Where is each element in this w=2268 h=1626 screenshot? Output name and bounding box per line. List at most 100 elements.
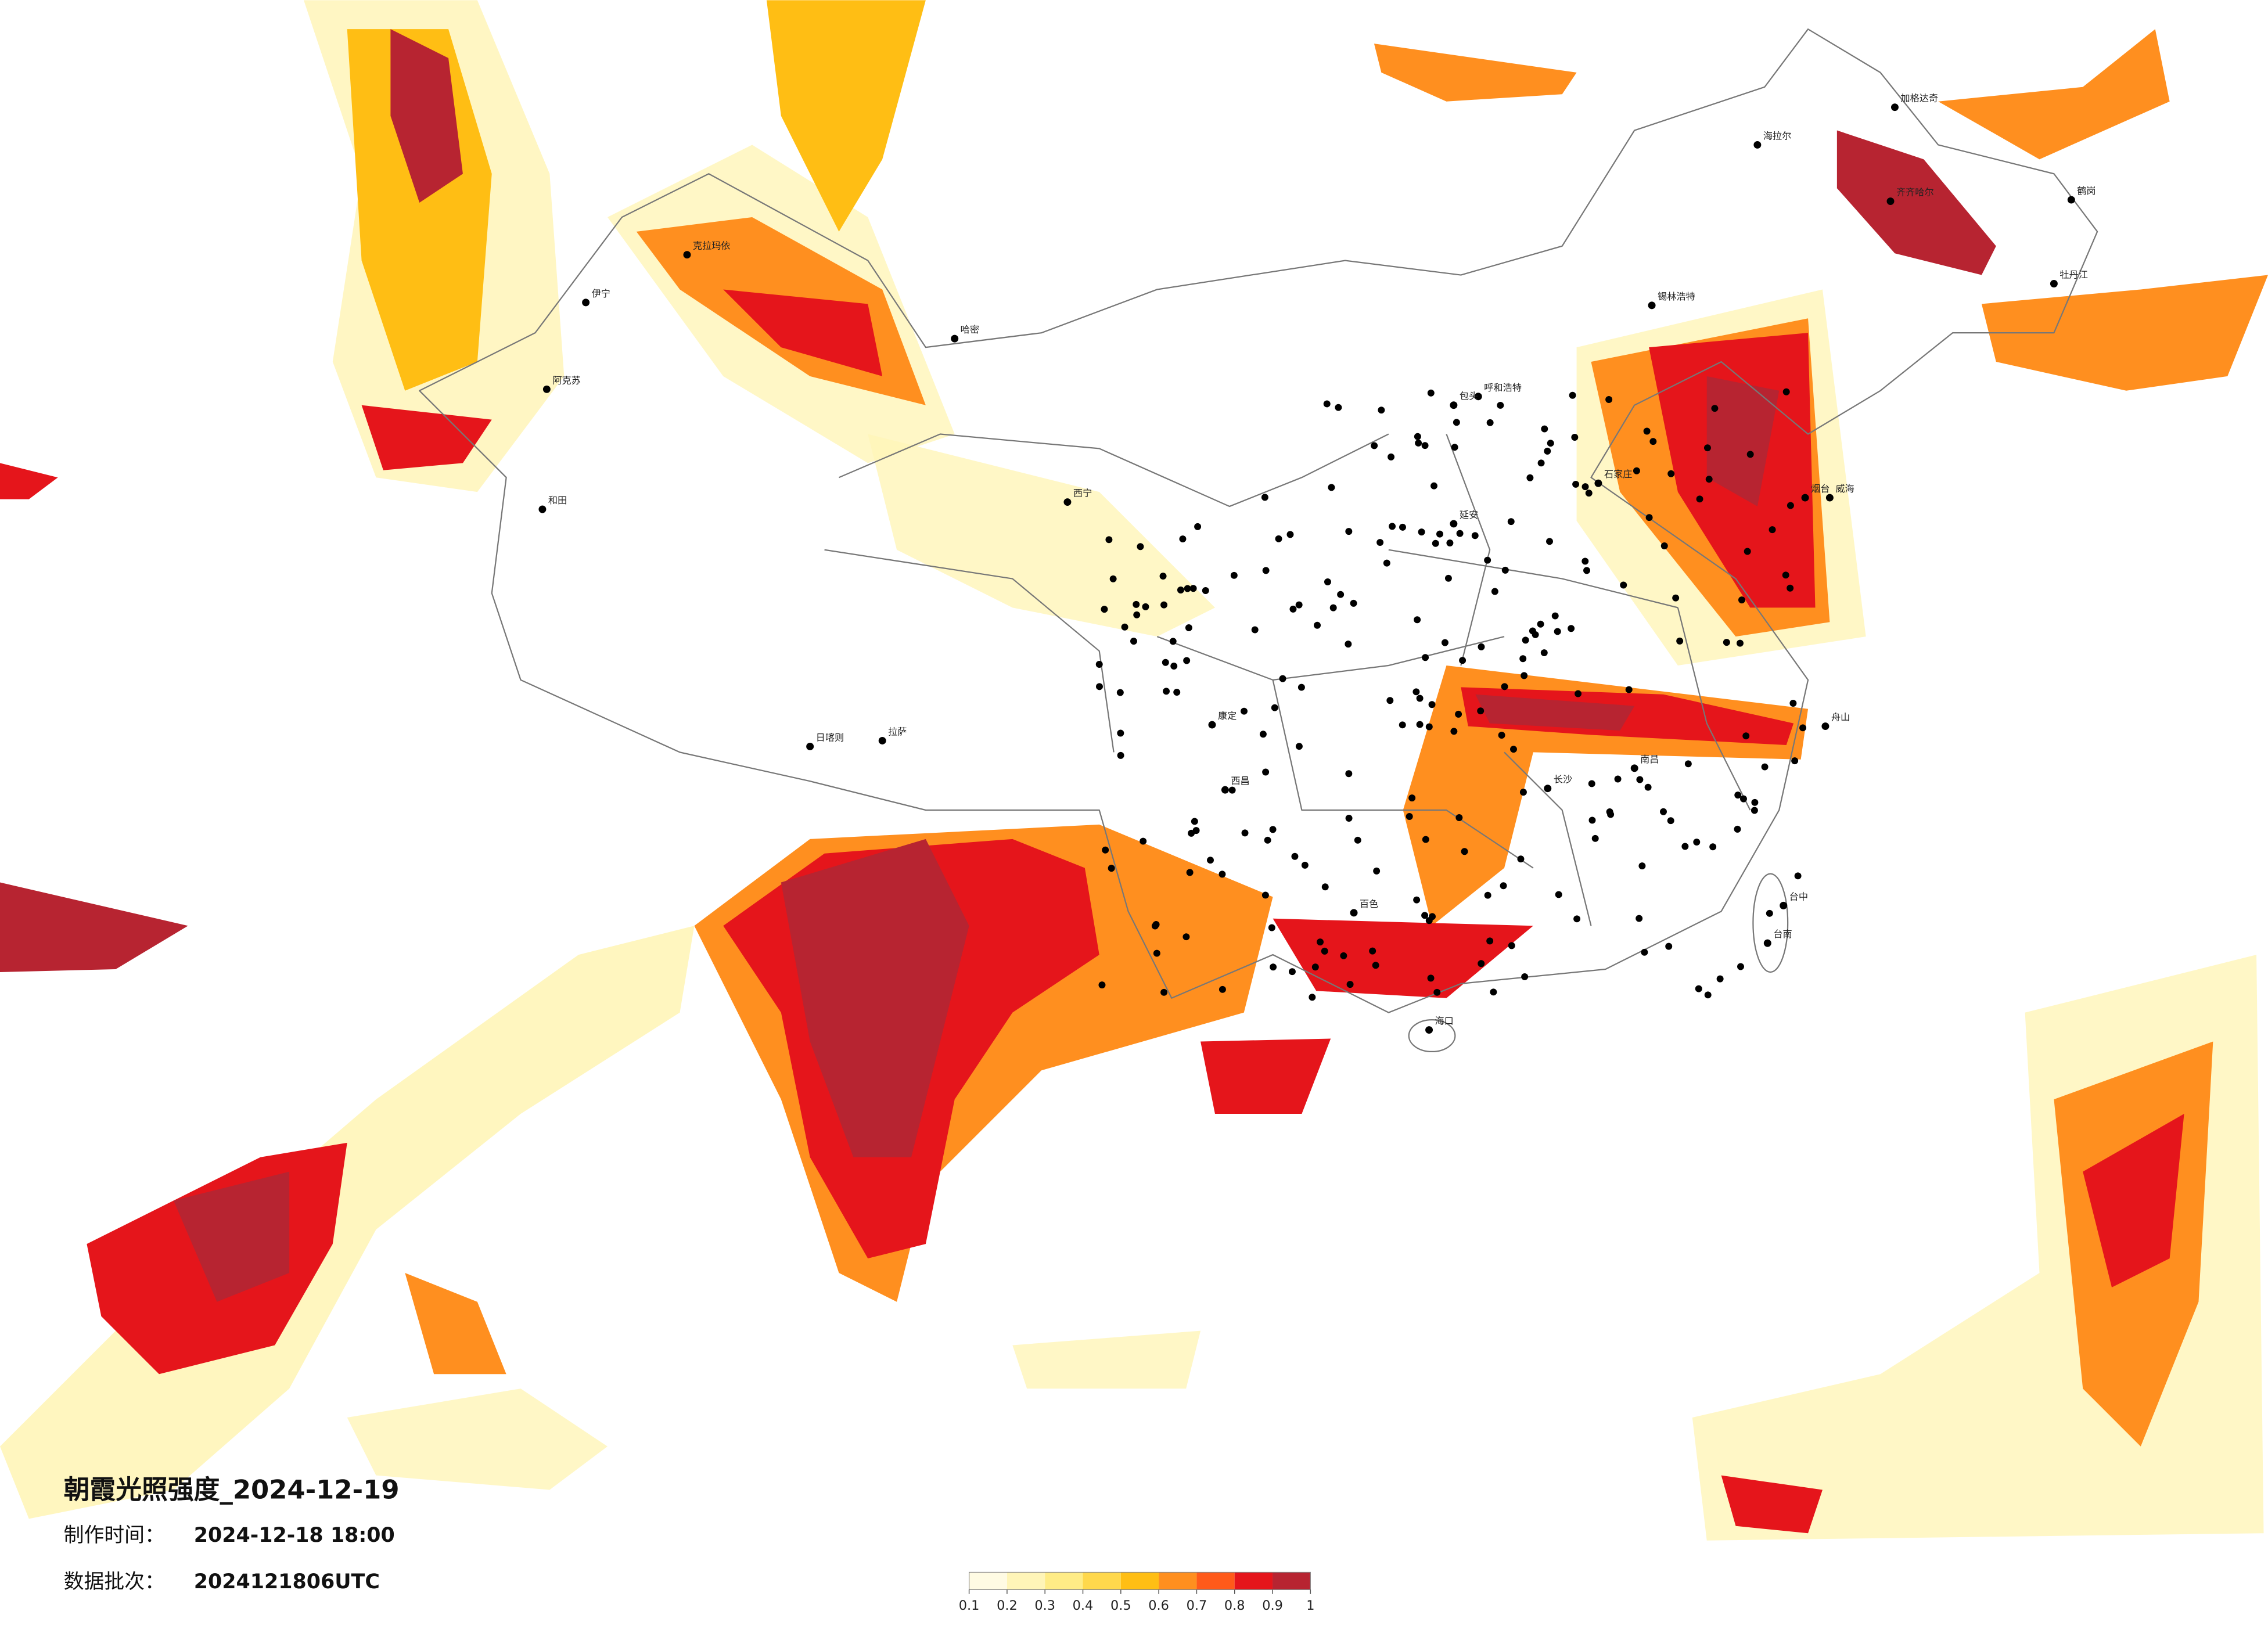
city-dot [1116,689,1124,696]
legend-swatch [1273,1572,1311,1590]
city-dot [1270,963,1277,971]
city-dot [1137,543,1144,551]
city-dot [1643,427,1651,435]
city-label: 南昌 [1640,754,1659,765]
city-dot [1455,710,1462,718]
city-dot [582,298,590,307]
city-dot [1582,483,1589,491]
city-dot [1738,596,1745,604]
city-dot [1497,401,1504,409]
city-label: 台南 [1773,929,1792,940]
city-dot [1311,963,1319,971]
city-label: 日喀则 [816,732,844,743]
city-dot [1681,843,1689,850]
city-dot [1329,604,1337,611]
city-dot [1121,623,1128,631]
city-dot [1667,817,1674,825]
title: 朝霞光照强度_2024-12-19 [64,1474,400,1505]
city-dot [1544,447,1551,455]
city-dot [1230,571,1238,579]
city-dot [1585,490,1593,497]
city-dot [1425,1026,1433,1034]
city-dot [1484,891,1491,899]
legend-tick-label: 0.3 [1034,1598,1055,1613]
city-dot [1455,814,1463,821]
city-dot [1109,575,1117,582]
city-dot [1159,573,1167,580]
city-dot [1763,939,1771,947]
city-dot [1350,909,1358,917]
city-dot [1184,585,1191,592]
city-dot [1890,103,1899,111]
city-dot [1160,601,1168,609]
city-dot [1739,795,1747,803]
legend-swatch [1083,1572,1121,1590]
city-dot [1519,789,1527,796]
city-dot [1636,776,1644,783]
city-dot [1133,600,1140,608]
city-dot [1547,440,1554,447]
city-dot [1173,689,1181,696]
city-dot [1399,721,1406,729]
city-dot [1416,695,1424,702]
city-dot [1186,869,1194,876]
city-dot [1540,649,1548,657]
city-dot [1456,530,1464,537]
city-dot [1446,539,1454,547]
legend-tick-label: 0.9 [1262,1598,1283,1613]
city-dot [1259,731,1267,738]
city-dot [1337,591,1345,598]
city-dot [683,251,691,259]
legend-swatch [1120,1572,1159,1590]
city-label: 烟台 [1811,483,1830,494]
city-dot [1153,949,1160,957]
country-border [419,28,2098,1013]
city-dot [1614,775,1622,783]
city-dot [1582,557,1589,565]
city-label: 海口 [1435,1016,1454,1027]
city-dot [1737,639,1744,647]
city-dot [1261,891,1269,899]
city-dot [1529,627,1536,635]
city-dot [1289,605,1297,613]
city-dot [1262,567,1270,574]
city-dot [1490,988,1497,996]
city-dot [1432,539,1439,547]
legend-swatch [1234,1572,1273,1590]
city-dot [1406,813,1413,820]
city-dot [1388,453,1395,461]
city-dot [1413,896,1421,904]
city-dot [1321,947,1328,955]
city-dot [1221,786,1229,794]
city-dot [1782,571,1789,579]
legend-swatch [1196,1572,1235,1590]
city-dot [1433,988,1441,996]
city-dot [1782,388,1790,395]
city-dot [1096,683,1103,690]
city-dot [1660,542,1668,549]
city-dot [1709,843,1717,851]
city-dot [1163,688,1170,695]
city-dot [1791,757,1799,765]
city-dot [1583,567,1590,574]
city-dot [1572,480,1580,488]
city-dot [1345,814,1353,822]
city-dot [1588,816,1596,824]
city-dot [1588,780,1595,787]
city-dot [1321,883,1329,891]
city-dot [1219,870,1226,878]
city-dot [1546,538,1553,545]
city-label: 西宁 [1073,488,1092,499]
city-label: 西昌 [1231,775,1249,786]
city-dot [1519,655,1527,663]
city-dot [1716,975,1724,983]
city-dot [1478,643,1485,650]
legend-tick-label: 0.4 [1073,1598,1094,1613]
city-dot [1789,699,1797,707]
city-dot [1202,587,1209,594]
city-dot [1821,722,1830,731]
legend-swatch [969,1572,1007,1590]
city-dot [1474,393,1482,401]
city-dot [1769,526,1776,534]
